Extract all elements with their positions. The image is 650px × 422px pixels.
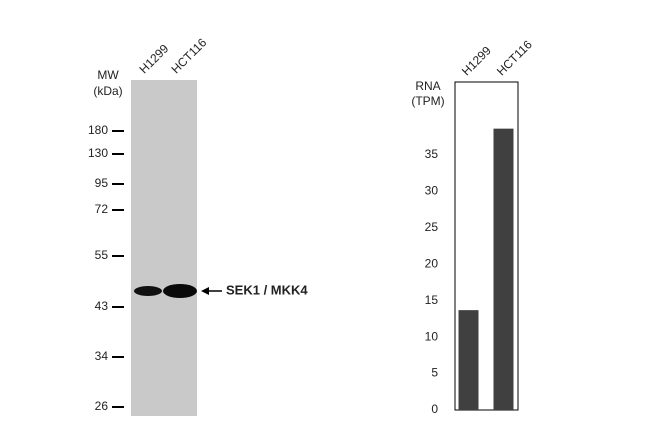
- y-tick-label: 20: [425, 256, 439, 270]
- lane-label: H1299: [136, 41, 171, 76]
- lane-label: HCT116: [168, 35, 209, 76]
- band-label: SEK1 / MKK4: [226, 282, 308, 297]
- plot-frame: [454, 81, 519, 411]
- y-tick-label: 0: [431, 402, 438, 416]
- mw-marker-label: 43: [95, 299, 109, 313]
- band: [163, 284, 197, 298]
- y-tick-label: 5: [431, 366, 438, 380]
- mw-marker-label: 26: [95, 399, 109, 413]
- y-axis-label: RNA: [415, 79, 440, 93]
- mw-marker-label: 34: [95, 349, 109, 363]
- mw-marker-label: 55: [95, 248, 109, 262]
- mw-marker-label: 72: [95, 202, 109, 216]
- mw-marker-label: 180: [88, 123, 108, 137]
- band: [134, 286, 162, 296]
- band-arrow-head: [201, 287, 209, 295]
- y-axis-label: (TPM): [411, 94, 444, 108]
- mw-label: MW: [97, 68, 119, 82]
- y-tick-label: 30: [425, 184, 439, 198]
- x-tick-label: H1299: [459, 43, 494, 78]
- blot-membrane: [131, 80, 197, 416]
- bar: [458, 310, 479, 410]
- y-tick-label: 10: [425, 329, 439, 343]
- mw-marker-label: 95: [95, 176, 109, 190]
- bar: [493, 128, 514, 410]
- mw-unit: (kDa): [93, 84, 122, 98]
- y-tick-label: 25: [425, 220, 439, 234]
- mw-marker-label: 130: [88, 146, 108, 160]
- y-tick-label: 15: [425, 293, 439, 307]
- x-tick-label: HCT116: [494, 37, 535, 78]
- y-tick-label: 35: [425, 147, 439, 161]
